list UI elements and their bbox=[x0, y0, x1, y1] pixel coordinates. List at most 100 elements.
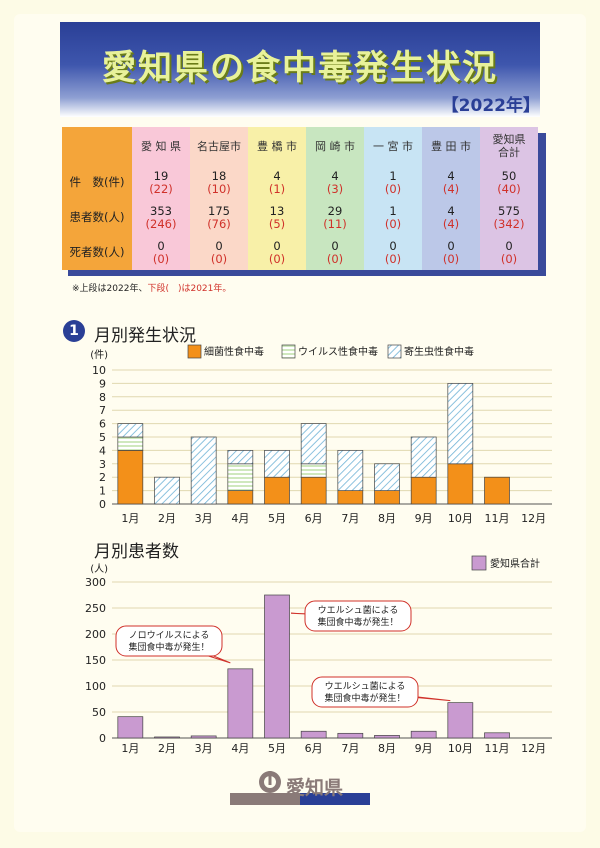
y-tick-label: 5 bbox=[99, 431, 106, 444]
cell-2022: 353 bbox=[150, 203, 172, 218]
bar-diagonal bbox=[447, 383, 474, 465]
table-cell: 19 (22) bbox=[132, 165, 190, 200]
table-cell: 13 (5) bbox=[248, 200, 306, 235]
bar-diagonal bbox=[264, 450, 290, 478]
bar-patients bbox=[300, 730, 327, 739]
x-tick-label: 6月 bbox=[305, 742, 323, 755]
table-cell: 4 (1) bbox=[248, 165, 306, 200]
cell-2021: (0) bbox=[210, 251, 228, 266]
cell-2021: (0) bbox=[384, 181, 402, 196]
bar-solid bbox=[300, 476, 327, 505]
cell-2021: (3) bbox=[326, 181, 344, 196]
x-tick-label: 9月 bbox=[415, 742, 433, 755]
bar-solid bbox=[484, 476, 510, 505]
y-tick-label: 50 bbox=[92, 706, 106, 719]
y-tick-label: 10 bbox=[92, 364, 106, 377]
y-tick-label: 200 bbox=[85, 628, 106, 641]
table-cell: 50 (40) bbox=[480, 165, 538, 200]
cell-2021: (0) bbox=[500, 251, 518, 266]
cell-2021: (0) bbox=[268, 251, 286, 266]
cell-2022: 0 bbox=[331, 238, 339, 253]
cell-2022: 0 bbox=[273, 238, 281, 253]
bar-solid bbox=[337, 490, 364, 505]
y-tick-label: 0 bbox=[99, 732, 106, 745]
callout-text: 集団食中毒が発生！ bbox=[317, 616, 398, 628]
callout-text: ウエルシュ菌による bbox=[325, 680, 406, 692]
x-tick-label: 12月 bbox=[521, 742, 546, 755]
y-tick-label: 1 bbox=[99, 485, 106, 498]
y-tick-label: 4 bbox=[99, 444, 106, 457]
bar-solid bbox=[227, 490, 254, 505]
bar-diagonal bbox=[117, 423, 144, 438]
bar-diagonal bbox=[227, 450, 254, 465]
x-tick-label: 2月 bbox=[158, 742, 176, 755]
x-tick-label: 10月 bbox=[448, 512, 473, 525]
row-label: 件 数(件) bbox=[62, 165, 132, 200]
bar-patients bbox=[410, 730, 437, 739]
page-title: 愛知県の食中毒発生状況 bbox=[102, 48, 498, 88]
cell-2022: 4 bbox=[273, 168, 281, 183]
table-cell: 4 (3) bbox=[306, 165, 364, 200]
bar-diagonal bbox=[154, 476, 180, 505]
table-note: ※上段は2022年、下段( )は2021年。 bbox=[72, 281, 231, 294]
row-label: 死者数(人) bbox=[62, 235, 132, 270]
column-header: 豊 田 市 bbox=[422, 127, 480, 165]
bar-solid bbox=[410, 476, 437, 505]
bar-horizontal bbox=[300, 463, 327, 478]
column-header: 一 宮 市 bbox=[364, 127, 422, 165]
bar-solid bbox=[447, 463, 474, 505]
cell-2021: (22) bbox=[149, 181, 173, 196]
y-tick-label: 9 bbox=[99, 377, 106, 390]
cell-2022: 4 bbox=[331, 168, 339, 183]
bar-patients bbox=[337, 732, 364, 739]
table-row: 件 数(件) 19 (22) 18 (10) 4 (1) 4 (3) 1 (0) 4 (4) 50 (40) bbox=[62, 165, 538, 200]
bar-patients bbox=[154, 736, 180, 739]
legend-swatch bbox=[471, 555, 487, 571]
bar-solid bbox=[117, 450, 144, 505]
table-row: 患者数(人) 353 (246) 175 (76) 13 (5) 29 (11) 1 (0) 4 (4)… bbox=[62, 200, 538, 235]
cell-2022: 0 bbox=[215, 238, 223, 253]
cell-2021: (1) bbox=[268, 181, 286, 196]
bar-patients bbox=[484, 732, 510, 739]
bar-patients bbox=[190, 735, 217, 739]
x-tick-label: 3月 bbox=[195, 512, 213, 525]
callout-text: 集団食中毒が発生！ bbox=[324, 692, 405, 704]
x-tick-label: 5月 bbox=[268, 512, 286, 525]
cell-2022: 1 bbox=[389, 203, 397, 218]
table-cell: 175 (76) bbox=[190, 200, 248, 235]
bar-solid bbox=[264, 476, 290, 505]
column-header: 豊 橋 市 bbox=[248, 127, 306, 165]
callout-box bbox=[115, 625, 223, 657]
callout-box bbox=[311, 676, 419, 708]
y-tick-label: 0 bbox=[99, 498, 106, 511]
x-tick-label: 2月 bbox=[158, 512, 176, 525]
cell-2021: (11) bbox=[323, 216, 347, 231]
cell-2021: (5) bbox=[268, 216, 286, 231]
column-header: 名古屋市 bbox=[190, 127, 248, 165]
cell-2022: 0 bbox=[447, 238, 455, 253]
x-tick-label: 5月 bbox=[268, 742, 286, 755]
table-cell: 1 (0) bbox=[364, 200, 422, 235]
bar-diagonal bbox=[410, 436, 437, 478]
cell-2021: (0) bbox=[384, 216, 402, 231]
callout-box bbox=[304, 600, 412, 632]
bar-patients bbox=[264, 594, 290, 739]
section2-title: 月別患者数 bbox=[94, 542, 179, 562]
bar-diagonal bbox=[190, 436, 217, 505]
logo-text: 愛知県 bbox=[286, 777, 344, 799]
cell-2021: (0) bbox=[326, 251, 344, 266]
callout-text: ノロウイルスによる bbox=[129, 630, 210, 641]
bar-diagonal bbox=[300, 423, 327, 465]
x-tick-label: 11月 bbox=[485, 512, 510, 525]
cell-2022: 18 bbox=[211, 168, 227, 183]
table-cell: 18 (10) bbox=[190, 165, 248, 200]
table-cell: 353 (246) bbox=[132, 200, 190, 235]
cell-2021: (4) bbox=[442, 181, 460, 196]
callout-text: ウエルシュ菌による bbox=[318, 604, 399, 616]
x-tick-label: 10月 bbox=[448, 742, 473, 755]
x-tick-label: 1月 bbox=[121, 742, 139, 755]
legend-swatch bbox=[187, 344, 202, 359]
